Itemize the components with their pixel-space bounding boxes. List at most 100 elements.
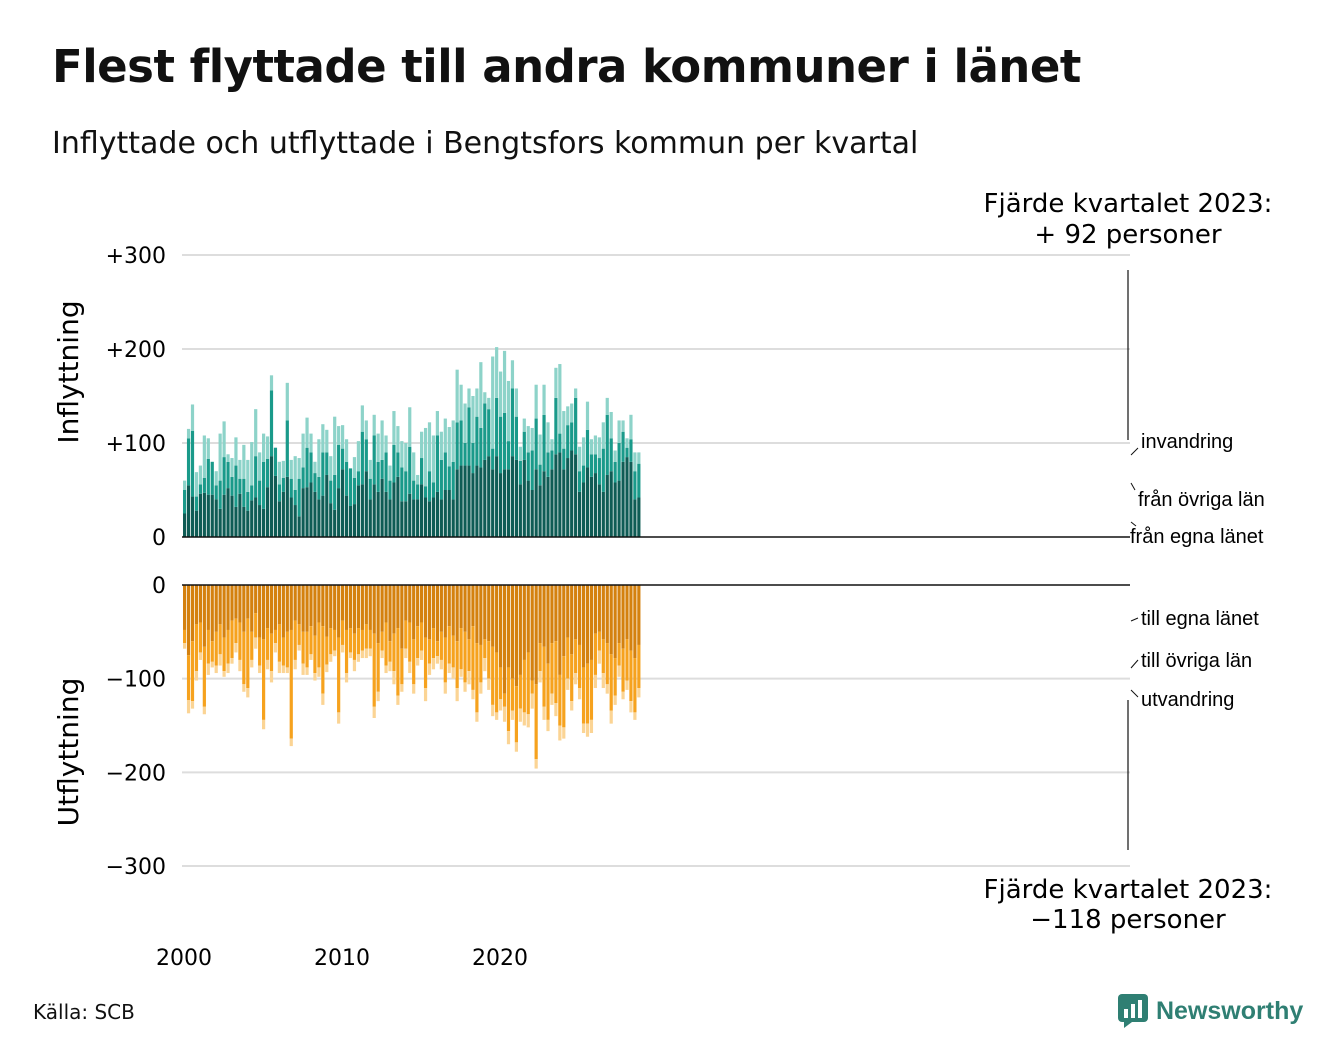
bar-in-1 bbox=[246, 491, 250, 511]
bar-in-2 bbox=[621, 420, 625, 432]
bar-out-2 bbox=[589, 719, 594, 733]
bar-in-0 bbox=[455, 469, 459, 537]
bar-in-0 bbox=[502, 469, 507, 537]
bar-in-0 bbox=[420, 484, 424, 537]
bar-in-2 bbox=[186, 428, 191, 439]
bar-in-1 bbox=[384, 452, 388, 492]
bar-out-2 bbox=[581, 723, 586, 733]
bar-out-2 bbox=[554, 703, 558, 717]
bar-in-2 bbox=[258, 452, 262, 481]
bar-in-1 bbox=[356, 471, 360, 486]
bar-out-0 bbox=[637, 585, 641, 645]
bar-in-2 bbox=[609, 411, 613, 439]
bar-in-1 bbox=[183, 490, 187, 514]
bar-in-0 bbox=[435, 491, 439, 537]
bar-in-1 bbox=[210, 461, 214, 495]
bar-in-0 bbox=[554, 454, 558, 537]
bar-out-2 bbox=[578, 688, 582, 700]
bar-in-0 bbox=[317, 499, 321, 537]
bar-out-1 bbox=[238, 622, 242, 660]
bar-out-2 bbox=[396, 695, 400, 705]
bar-in-2 bbox=[269, 375, 274, 391]
bar-out-1 bbox=[479, 644, 483, 683]
bar-out-1 bbox=[246, 618, 250, 689]
bar-out-0 bbox=[502, 585, 507, 694]
bar-in-1 bbox=[439, 459, 443, 500]
y-tick-label-top: 0 bbox=[152, 526, 166, 551]
bar-in-1 bbox=[597, 458, 601, 485]
bar-out-2 bbox=[412, 684, 416, 694]
bar-in-2 bbox=[617, 420, 621, 443]
bar-in-2 bbox=[368, 459, 372, 479]
bar-in-0 bbox=[246, 510, 250, 537]
bar-in-2 bbox=[364, 420, 368, 440]
bar-in-2 bbox=[629, 414, 633, 440]
y-tick-label-top: +300 bbox=[106, 244, 166, 269]
bar-out-1 bbox=[439, 631, 443, 660]
bar-out-2 bbox=[439, 659, 443, 670]
callout-bottom-line2: −118 personer bbox=[1030, 905, 1226, 935]
bar-out-1 bbox=[352, 633, 357, 660]
bar-out-1 bbox=[546, 663, 550, 720]
bar-in-2 bbox=[420, 431, 424, 459]
bar-out-0 bbox=[380, 585, 384, 632]
bar-in-1 bbox=[265, 458, 270, 488]
bar-out-0 bbox=[455, 585, 459, 642]
bar-in-2 bbox=[404, 443, 408, 472]
bar-out-0 bbox=[420, 585, 424, 623]
bar-out-0 bbox=[356, 585, 360, 629]
bar-in-1 bbox=[388, 480, 392, 500]
bar-in-1 bbox=[609, 438, 613, 472]
bar-out-2 bbox=[348, 652, 353, 659]
bar-in-0 bbox=[522, 459, 526, 537]
bar-out-1 bbox=[483, 639, 487, 659]
bar-out-2 bbox=[206, 663, 210, 675]
bar-in-0 bbox=[613, 482, 617, 537]
bar-in-1 bbox=[471, 443, 475, 474]
bar-out-1 bbox=[344, 629, 349, 674]
bar-in-1 bbox=[578, 471, 582, 492]
bar-out-2 bbox=[214, 665, 218, 674]
bar-out-2 bbox=[194, 671, 199, 681]
bar-in-0 bbox=[376, 491, 380, 537]
bar-in-2 bbox=[625, 438, 629, 448]
bar-out-1 bbox=[617, 643, 621, 666]
bar-out-0 bbox=[585, 585, 590, 664]
bar-out-0 bbox=[459, 585, 463, 629]
bar-in-0 bbox=[206, 494, 210, 537]
bar-out-1 bbox=[467, 639, 471, 672]
bar-out-2 bbox=[250, 659, 254, 668]
bar-in-1 bbox=[475, 416, 479, 466]
bar-out-0 bbox=[609, 585, 613, 655]
bar-in-0 bbox=[431, 497, 436, 537]
bar-in-0 bbox=[380, 478, 384, 537]
bar-out-2 bbox=[459, 669, 463, 677]
bar-out-0 bbox=[526, 585, 530, 653]
bar-in-1 bbox=[420, 458, 424, 485]
bar-out-2 bbox=[333, 650, 337, 657]
bar-in-2 bbox=[554, 367, 558, 398]
bar-out-1 bbox=[317, 622, 321, 668]
bar-out-0 bbox=[427, 585, 432, 640]
bar-in-2 bbox=[246, 459, 250, 492]
bar-in-0 bbox=[293, 505, 297, 537]
bar-out-2 bbox=[546, 719, 550, 732]
bar-in-2 bbox=[538, 434, 542, 465]
bar-out-2 bbox=[400, 684, 404, 692]
bar-out-0 bbox=[435, 585, 439, 642]
bar-in-0 bbox=[574, 454, 578, 537]
bar-in-2 bbox=[439, 431, 443, 460]
bar-in-0 bbox=[360, 484, 364, 537]
bar-out-0 bbox=[593, 585, 597, 634]
bar-in-0 bbox=[423, 497, 428, 537]
bar-out-1 bbox=[542, 646, 546, 707]
bar-out-0 bbox=[218, 585, 222, 625]
legend-till-egna-lanet: till egna länet bbox=[1141, 608, 1259, 630]
bar-out-1 bbox=[242, 631, 246, 685]
bar-out-0 bbox=[364, 585, 368, 625]
bar-in-1 bbox=[242, 478, 246, 507]
bar-in-1 bbox=[455, 422, 459, 470]
bar-in-1 bbox=[230, 476, 234, 496]
bar-out-1 bbox=[281, 637, 285, 666]
bar-in-1 bbox=[202, 477, 206, 493]
